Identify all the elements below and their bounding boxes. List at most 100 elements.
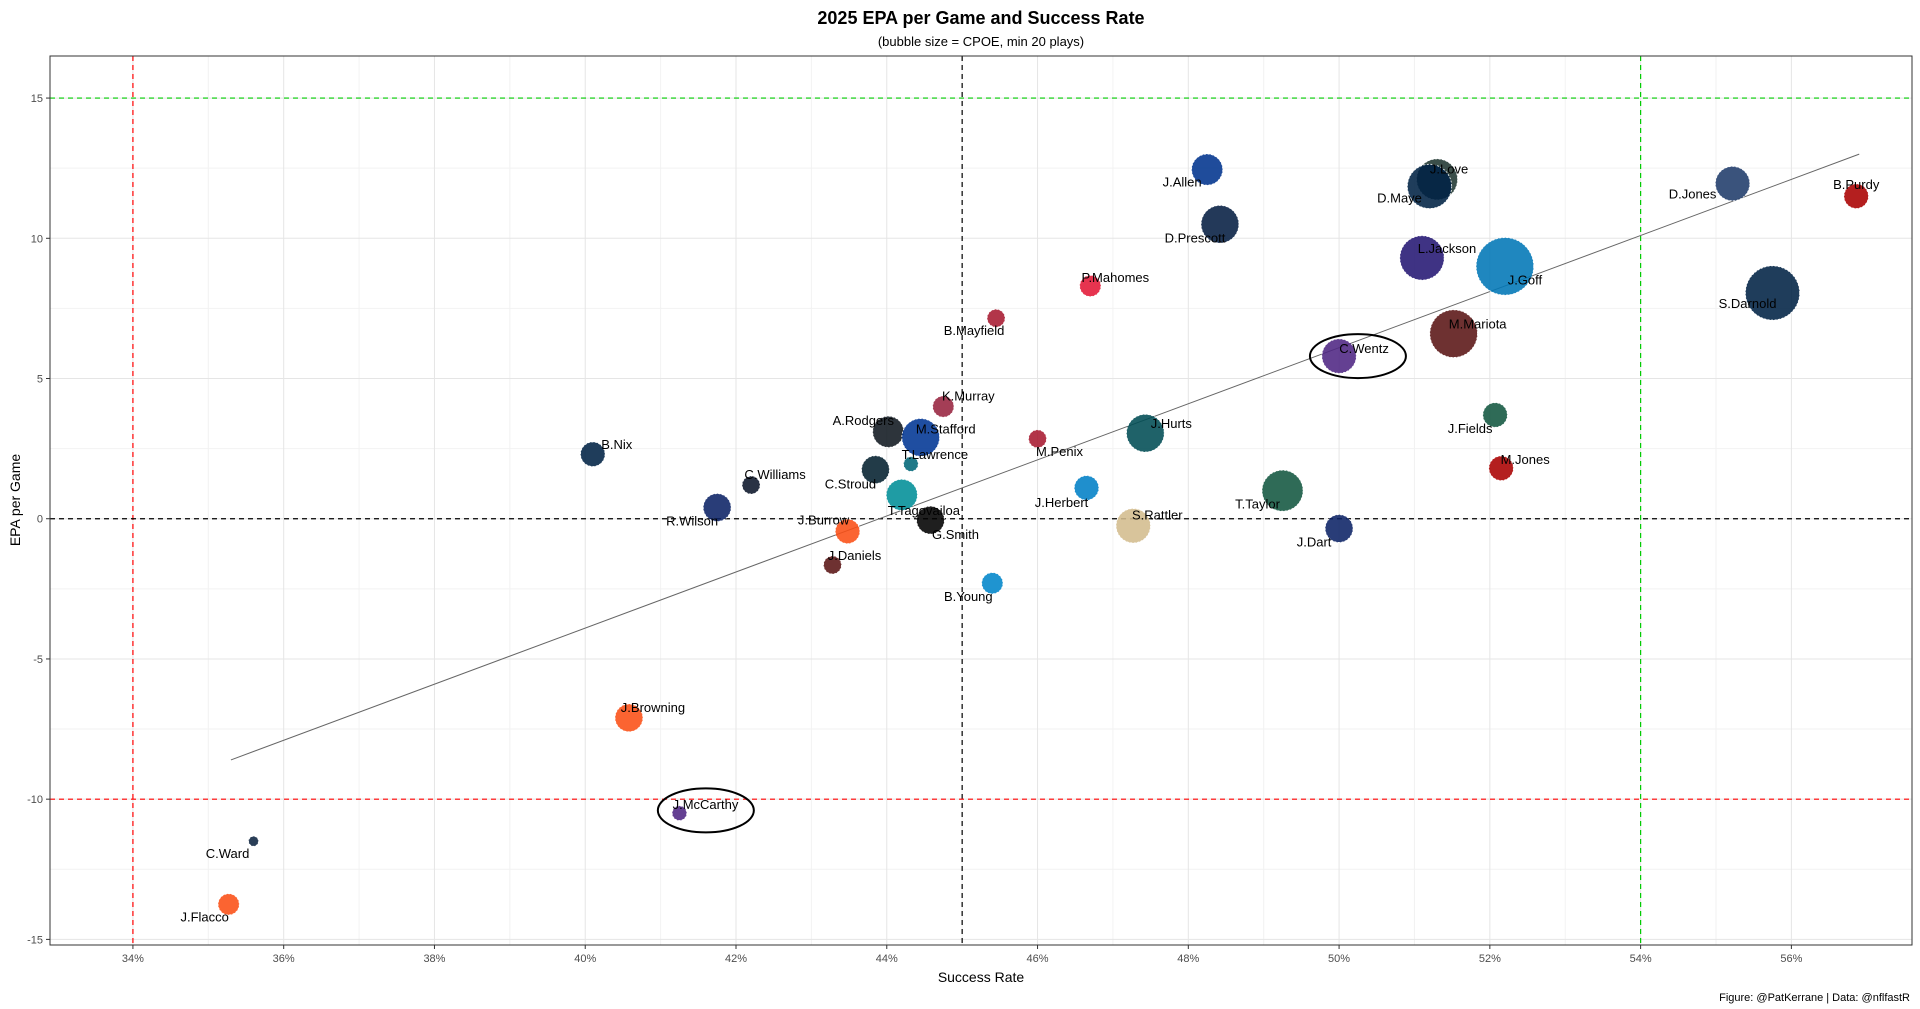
point-label: B.Young [944,589,993,604]
point-label: R.Wilson [666,514,718,529]
point-label: J.Goff [1508,272,1543,287]
point-label: M.Mariota [1449,317,1508,332]
bubble-point [901,418,940,457]
point-label: J.Allen [1163,175,1202,190]
x-tick-label: 40% [574,953,596,965]
y-axis: -15 -10 -5 0 5 10 15 [27,93,50,946]
point-label: D.Prescott [1165,230,1226,245]
point-label: J.Fields [1448,421,1493,436]
bubble-point [217,893,240,916]
highlight-ellipse [1308,333,1407,380]
point-label: A.Rodgers [833,413,895,428]
bubble-point [1321,338,1357,374]
bubble-point [1475,237,1535,296]
bubble-point [916,505,945,535]
chart-subtitle: (bubble size = CPOE, min 20 plays) [878,34,1084,49]
point-label: B.Nix [601,437,633,452]
bubble-point [614,703,644,733]
x-tick-label: 46% [1027,953,1049,965]
point-label: M.Penix [1036,444,1083,459]
point-label: J.Daniels [828,548,882,563]
point-label: J.Hurts [1151,416,1193,431]
bubble-point [986,308,1006,328]
point-label: C.Wentz [1339,341,1389,356]
bubble-point [1745,265,1801,321]
highlight-ellipse [656,787,755,834]
bubble-point [1406,163,1453,209]
bubble-point [1843,183,1869,209]
x-axis: 34% 36% 38% 40% 42% 44% 46% 48% 50% 52% 54% 56% [122,945,1803,965]
bubble-point [834,518,861,544]
reference-lines [50,56,1912,945]
bubble-point [1399,235,1445,281]
bubble-point [1028,429,1047,449]
y-tick-label: 0 [37,514,43,526]
y-axis-title: EPA per Game [7,454,23,547]
bubble-point [1079,274,1102,297]
y-tick-label: -10 [27,794,43,806]
point-label: C.Williams [744,467,806,482]
point-label: J.Burrow [798,512,850,527]
x-tick-label: 50% [1328,953,1350,965]
point-label: J.Herbert [1035,495,1089,510]
chart-title: 2025 EPA per Game and Success Rate [817,8,1144,28]
bubble-point [741,475,761,495]
x-tick-label: 56% [1780,953,1802,965]
bubble-point [248,835,259,847]
y-tick-label: 5 [37,374,43,386]
trend-line-group [230,153,1860,761]
point-label: S.Rattler [1132,508,1183,523]
point-label: P.Mahomes [1081,270,1149,285]
x-tick-label: 48% [1177,953,1199,965]
bubble-point [702,493,732,522]
chart-caption: Figure: @PatKerrane | Data: @nflfastR [1719,992,1910,1004]
plot-panel [50,56,1912,945]
x-tick-label: 34% [122,953,144,965]
bubble-point [981,572,1004,595]
point-label: B.Purdy [1833,177,1880,192]
bubble-point [580,441,606,467]
point-label: T.Taylor [1235,497,1280,512]
x-tick-label: 52% [1479,953,1501,965]
bubble-point [1126,413,1165,453]
point-label: T.Tagovailoa [888,503,961,518]
bubble-point [823,555,842,575]
point-label: M.Jones [1501,452,1551,467]
x-tick-label: 38% [423,953,445,965]
point-label: L.Jackson [1418,241,1477,256]
point-label: J.Dart [1297,535,1332,550]
point-label: J.Love [1430,161,1468,176]
bubble-point [1429,309,1478,358]
x-tick-label: 44% [876,953,898,965]
plot-border [49,55,1913,946]
bubble-point [671,805,688,821]
x-tick-label: 54% [1630,953,1652,965]
highlight-ellipses [656,333,1407,834]
y-tick-label: 15 [31,93,43,105]
point-label: B.Mayfield [944,323,1005,338]
bubble-point [1261,469,1304,512]
bubble-point [1482,402,1508,428]
bubble-point [1488,455,1514,481]
point-label: J.Flacco [180,909,228,924]
y-tick-label: -15 [27,934,43,946]
point-label: M.Stafford [916,421,976,436]
bubble-point [1073,475,1100,501]
y-tick-label: 10 [31,233,43,245]
bubble-point [861,455,890,484]
point-label: C.Ward [206,846,250,861]
x-tick-label: 42% [725,953,747,965]
point-label: J.Browning [621,700,685,715]
bubble-point [1191,153,1224,186]
bubble-point [885,478,918,511]
point-label: D.Jones [1669,187,1717,202]
bubble-point [1714,166,1751,202]
point-labels: B.Purdy D.Jones S.Darnold J.Love D.Maye J.All… [180,161,1879,924]
bubble-point [932,395,955,418]
bubble-point [1115,508,1151,544]
point-label: C.Stroud [825,477,876,492]
bubble-point [1200,205,1240,244]
point-label: K.Murray [942,389,995,404]
point-label: J.McCarthy [673,797,739,812]
